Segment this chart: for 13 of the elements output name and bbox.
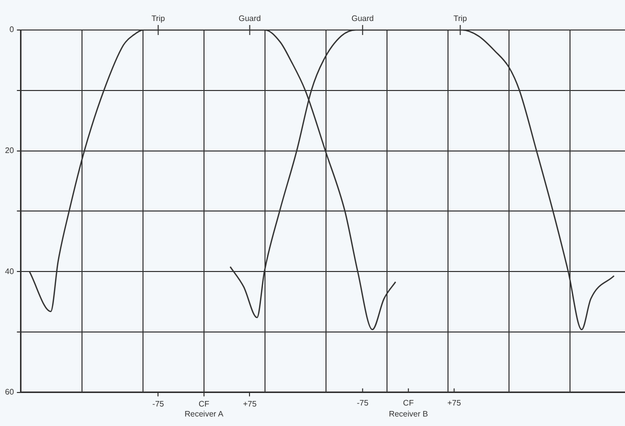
- y-tick-label: 40: [4, 266, 14, 276]
- annotation: Guard: [351, 14, 374, 24]
- x-tick-label: -75: [152, 399, 165, 408]
- y-tick-label: 60: [4, 388, 14, 397]
- x-axis-title: Receiver A: [184, 410, 224, 419]
- annotation: Trip: [454, 14, 468, 24]
- y-tick-label: 0: [9, 25, 14, 34]
- x-tick-label: CF: [198, 399, 210, 408]
- y-tick-label: 20: [4, 146, 14, 156]
- x2-axis-title: Receiver B: [388, 410, 428, 419]
- x-tick-label: +75: [242, 399, 258, 408]
- annotation: Guard: [238, 14, 261, 24]
- annotation: Trip: [151, 14, 166, 24]
